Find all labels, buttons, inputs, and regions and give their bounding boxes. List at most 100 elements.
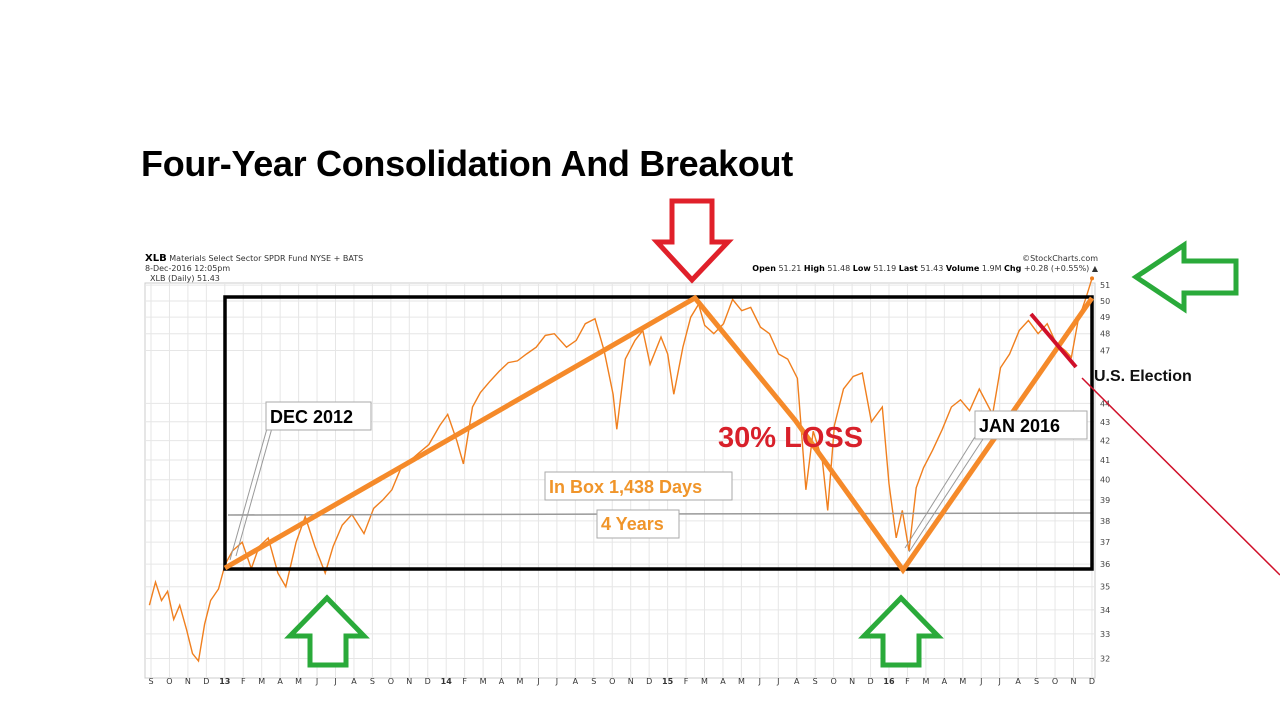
y-tick-label: 39 — [1100, 496, 1110, 505]
x-tick-label: A — [573, 677, 579, 686]
x-tick-label: N — [1071, 677, 1077, 686]
x-tick-label: O — [166, 677, 172, 686]
years-box — [596, 509, 680, 539]
x-tick-label: F — [241, 677, 246, 686]
y-tick-label: 48 — [1100, 330, 1110, 339]
y-tick-label: 37 — [1100, 538, 1110, 547]
x-tick-label: D — [867, 677, 873, 686]
x-tick-label: F — [905, 677, 910, 686]
x-tick-label: J — [979, 677, 982, 686]
trend-lines — [223, 294, 1095, 575]
years-label: 4 Years — [601, 514, 664, 534]
x-tick-label: J — [998, 677, 1001, 686]
y-tick-label: 47 — [1100, 347, 1110, 356]
x-tick-label: 15 — [662, 677, 674, 686]
x-tick-label: N — [406, 677, 412, 686]
y-tick-label: 43 — [1100, 418, 1110, 427]
x-tick-label: A — [942, 677, 948, 686]
y-tick-label: 36 — [1100, 560, 1110, 569]
dec2012-label: DEC 2012 — [270, 407, 353, 427]
y-tick-label: 41 — [1100, 456, 1110, 465]
y-tick-label: 40 — [1100, 476, 1110, 485]
x-tick-label: O — [831, 677, 837, 686]
y-tick-label: 32 — [1100, 654, 1110, 663]
x-tick-label: M — [517, 677, 524, 686]
election-pointer — [1081, 377, 1280, 576]
chart-source: ©StockCharts.com — [1022, 254, 1098, 263]
x-tick-label: M — [922, 677, 929, 686]
y-tick-label: 33 — [1100, 630, 1110, 639]
y-tick-label: 50 — [1100, 297, 1110, 306]
x-tick-label: M — [295, 677, 302, 686]
x-tick-label: N — [185, 677, 191, 686]
x-tick-label: 13 — [219, 677, 230, 686]
x-tick-label: S — [370, 677, 375, 686]
x-tick-label: D — [1089, 677, 1095, 686]
x-tick-label: O — [388, 677, 394, 686]
x-tick-label: J — [555, 677, 558, 686]
x-tick-label: S — [813, 677, 818, 686]
y-tick-label: 49 — [1100, 313, 1110, 322]
down-arrow-icon — [651, 198, 734, 284]
x-tick-label: A — [794, 677, 800, 686]
jan2016-box — [974, 410, 1088, 440]
x-tick-label: J — [758, 677, 761, 686]
x-tick-label: A — [351, 677, 357, 686]
dec2012-box — [265, 401, 372, 431]
x-tick-label: 16 — [883, 677, 895, 686]
x-tick-label: D — [203, 677, 209, 686]
y-tick-label: 38 — [1100, 517, 1110, 526]
jan2016-label: JAN 2016 — [979, 416, 1060, 436]
x-tick-label: M — [959, 677, 966, 686]
callout-line — [904, 431, 979, 549]
x-tick-label: A — [499, 677, 505, 686]
inbox-label: In Box 1,438 Days — [549, 477, 702, 497]
x-tick-label: M — [738, 677, 745, 686]
callout-line — [229, 424, 269, 561]
x-tick-label: J — [333, 677, 336, 686]
y-tick-label: 34 — [1100, 606, 1110, 615]
x-tick-label: O — [1052, 677, 1058, 686]
x-tick-label: D — [425, 677, 431, 686]
election-label: U.S. Election — [1094, 368, 1192, 385]
x-tick-label: O — [609, 677, 615, 686]
x-tick-label: D — [646, 677, 652, 686]
x-tick-label: 14 — [441, 677, 453, 686]
axis-ticks: S O N D 13 F M A M J J A S O N D 14 F M A M J J A S O N D 15 F M A M J J A S… — [148, 276, 1110, 686]
slide-title: Four-Year Consolidation And Breakout — [141, 143, 793, 184]
x-tick-label: M — [480, 677, 487, 686]
x-tick-label: A — [277, 677, 283, 686]
x-tick-label: S — [1034, 677, 1039, 686]
chart-legend: XLB (Daily) 51.43 — [150, 274, 220, 283]
callout-line — [235, 427, 273, 557]
x-tick-label: M — [701, 677, 708, 686]
quote-line: Open 51.21 High 51.48 Low 51.19 Last 51.… — [752, 264, 1099, 273]
y-tick-label: 44 — [1100, 399, 1110, 408]
chart-symbol-line: XLB Materials Select Sector SPDR Fund NY… — [145, 253, 363, 264]
x-tick-label: S — [148, 677, 153, 686]
up-arrow-icon — [284, 594, 370, 668]
inbox-box — [544, 471, 733, 501]
election-marker — [1029, 312, 1078, 369]
chart-datetime: 8-Dec-2016 12:05pm — [145, 264, 230, 273]
x-tick-label: S — [591, 677, 596, 686]
x-tick-label: F — [462, 677, 467, 686]
price-line — [148, 278, 1093, 663]
y-tick-label: 51 — [1100, 281, 1110, 290]
x-tick-label: N — [849, 677, 855, 686]
x-tick-label: F — [684, 677, 689, 686]
y-tick-label: 35 — [1100, 583, 1110, 592]
x-tick-label: A — [720, 677, 726, 686]
callout-line — [908, 435, 986, 553]
x-tick-label: A — [1015, 677, 1021, 686]
x-tick-label: J — [776, 677, 779, 686]
loss-label: 30% LOSS — [718, 422, 863, 454]
consolidation-box — [223, 295, 1094, 571]
up-arrow-icon — [858, 594, 944, 668]
x-tick-label: M — [258, 677, 265, 686]
x-tick-label: J — [536, 677, 539, 686]
left-arrow-icon — [1131, 240, 1239, 314]
x-tick-label: J — [315, 677, 318, 686]
x-tick-label: N — [628, 677, 634, 686]
